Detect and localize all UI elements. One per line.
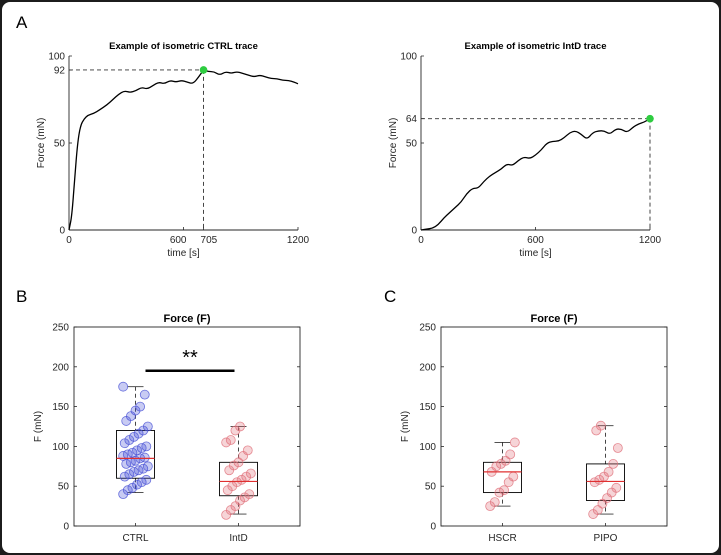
data-point <box>132 445 142 456</box>
x-tick-label: 0 <box>418 235 424 246</box>
data-point <box>491 461 502 472</box>
y-axis-label: Force (mN) <box>36 118 47 169</box>
data-point <box>489 497 500 508</box>
chart-a-left: Example of isometric CTRL trace 0 600 705 12… <box>36 41 310 259</box>
data-point <box>142 461 153 472</box>
chart-title: Example of isometric IntD trace <box>464 41 606 52</box>
y-tick-label: 150 <box>52 402 69 413</box>
chart-c: Force (F) 0 50 100 150 200 250 F (mN) HSCR PIPO <box>400 313 668 544</box>
data-point <box>242 445 253 456</box>
data-point <box>221 437 232 448</box>
data-point <box>132 479 142 490</box>
y-tick-label: 50 <box>58 482 70 493</box>
data-point <box>608 459 619 469</box>
data-point <box>141 474 152 485</box>
force-trace <box>420 118 651 231</box>
y-tick-label: 200 <box>419 362 436 373</box>
data-point <box>505 449 516 460</box>
data-point <box>118 381 129 392</box>
y-tick-label: 100 <box>48 52 65 63</box>
data-point <box>124 469 135 480</box>
chart-title: Force (F) <box>530 313 577 325</box>
data-point <box>139 452 150 463</box>
x-axis-label: time [s] <box>519 248 551 259</box>
data-point <box>595 420 606 431</box>
y-tick-label: 100 <box>419 442 436 453</box>
data-point <box>603 466 614 477</box>
chart-title: Force (F) <box>163 313 210 325</box>
y-axis-label: F (mN) <box>400 411 411 442</box>
y-tick-label: 100 <box>52 442 69 453</box>
y-tick-label: 92 <box>54 65 66 76</box>
plot-frame <box>73 326 301 527</box>
y-tick-label: 200 <box>52 362 69 373</box>
data-point <box>139 389 150 400</box>
x-tick-label: HSCR <box>488 533 516 544</box>
panel-label-b: B <box>16 287 27 306</box>
y-tick-label: 64 <box>406 114 418 125</box>
x-tick-label: 1200 <box>287 235 310 246</box>
data-point <box>138 463 149 474</box>
data-point <box>508 471 519 482</box>
y-tick-label: 250 <box>52 323 69 334</box>
data-point <box>235 421 245 432</box>
y-tick-label: 0 <box>63 522 69 533</box>
data-point <box>141 441 152 452</box>
chart-a-right: Example of isometric IntD trace 0 600 1200 0… <box>388 41 662 259</box>
x-tick-label: 600 <box>170 235 187 246</box>
data-point <box>135 401 146 412</box>
data-point <box>142 421 153 432</box>
y-tick-label: 50 <box>406 139 418 150</box>
y-tick-label: 0 <box>59 226 65 237</box>
data-point <box>127 447 138 458</box>
x-tick-label: 600 <box>527 235 544 246</box>
data-point <box>136 477 147 488</box>
x-tick-label: PIPO <box>594 533 618 544</box>
y-tick-label: 50 <box>54 139 66 150</box>
y-tick-label: 250 <box>419 323 436 334</box>
data-point <box>225 435 236 445</box>
x-tick-label: IntD <box>229 533 247 544</box>
panel-label-a: A <box>16 13 28 32</box>
significance-label: ** <box>182 347 198 369</box>
panel-label-c: C <box>384 287 396 306</box>
data-point <box>499 485 509 496</box>
data-point <box>494 487 505 498</box>
y-tick-label: 0 <box>430 522 436 533</box>
data-point <box>509 437 520 448</box>
data-point <box>232 477 242 488</box>
data-point <box>245 468 256 479</box>
data-point <box>612 443 623 453</box>
chart-b: Force (F) 0 50 100 150 200 250 F (mN) CTRL IntD ** <box>33 313 301 544</box>
data-point <box>589 477 600 488</box>
peak-marker <box>199 66 208 74</box>
y-tick-label: 100 <box>400 52 417 63</box>
data-point <box>244 489 255 500</box>
y-axis-label: F (mN) <box>33 411 44 442</box>
x-tick-label: CTRL <box>122 533 149 544</box>
y-tick-label: 150 <box>419 402 436 413</box>
force-trace <box>68 69 299 231</box>
x-tick-label: 1200 <box>639 235 662 246</box>
data-point <box>119 471 130 482</box>
box-iqr <box>483 461 522 494</box>
x-tick-label: 705 <box>201 235 218 246</box>
data-point <box>611 482 622 493</box>
chart-title: Example of isometric CTRL trace <box>109 41 258 52</box>
box-iqr <box>219 461 258 497</box>
y-tick-label: 50 <box>425 482 437 493</box>
y-tick-label: 0 <box>411 226 417 237</box>
data-point <box>122 485 133 496</box>
peak-marker <box>646 114 654 123</box>
y-axis-label: Force (mN) <box>388 118 399 169</box>
x-axis-label: time [s] <box>167 248 199 259</box>
plot-frame <box>440 326 668 527</box>
x-tick-label: 0 <box>66 235 72 246</box>
